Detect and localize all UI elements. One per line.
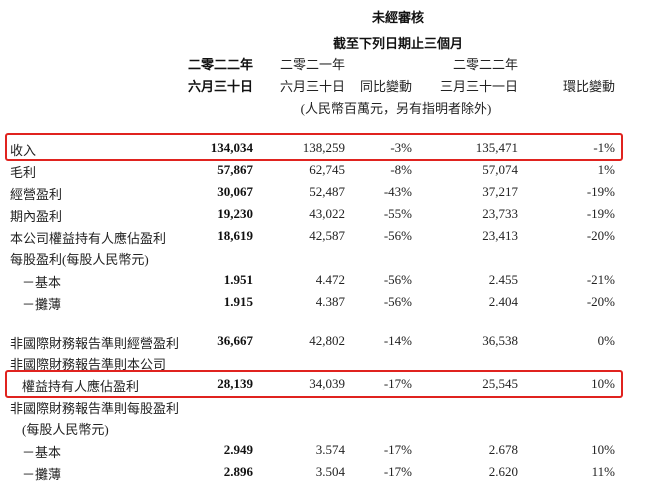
- cell-col1: 30,067: [217, 184, 253, 199]
- cell-col4: 2.620: [488, 464, 518, 479]
- cell-col1: 36,667: [217, 333, 253, 348]
- col2-year: 二零二一年: [279, 57, 345, 72]
- row-label: 本公司權益持有人應佔盈利: [10, 231, 167, 246]
- row-label: 期內盈利: [10, 209, 63, 224]
- cell-col4: 135,471: [475, 140, 518, 155]
- cell-col3: -55%: [383, 206, 412, 221]
- cell-col3: -8%: [390, 162, 412, 177]
- cell-col4: 23,413: [482, 228, 518, 243]
- table-row: 非國際財務報告準則經營盈利 36,667 42,802 -14% 36,538 0%: [0, 331, 650, 351]
- unit-note: (人民幣百萬元，另有指明者除外): [300, 101, 492, 116]
- cell-col5: 10%: [591, 442, 615, 457]
- cell-col2: 3.574: [315, 442, 345, 457]
- cell-col2: 42,587: [309, 228, 345, 243]
- cell-col5: 10%: [591, 376, 615, 391]
- table-row: 經營盈利 30,067 52,487 -43% 37,217 -19%: [0, 182, 650, 202]
- cell-col2: 43,022: [309, 206, 345, 221]
- cell-col3: -43%: [383, 184, 412, 199]
- cell-col5: 0%: [597, 333, 615, 348]
- table-row: 非國際財務報告準則每股盈利: [0, 396, 650, 416]
- cell-col2: 52,487: [309, 184, 345, 199]
- row-label: 收入: [10, 143, 37, 158]
- row-label: －攤薄: [22, 297, 62, 312]
- table-row: 期內盈利 19,230 43,022 -55% 23,733 -19%: [0, 204, 650, 224]
- cell-col4: 2.678: [488, 442, 518, 457]
- table-row: －基本 1.951 4.472 -56% 2.455 -21%: [0, 270, 650, 290]
- cell-col2: 34,039: [309, 376, 345, 391]
- cell-col2: 62,745: [309, 162, 345, 177]
- cell-col5: -19%: [586, 206, 615, 221]
- table-row: 本公司權益持有人應佔盈利 18,619 42,587 -56% 23,413 -20%: [0, 226, 650, 246]
- cell-col5: -1%: [593, 140, 615, 155]
- col3-date: 同比變動: [359, 79, 412, 94]
- row-label: 非國際財務報告準則本公司: [10, 357, 167, 372]
- cell-col5: -20%: [586, 294, 615, 309]
- cell-col5: 1%: [597, 162, 615, 177]
- cell-col2: 42,802: [309, 333, 345, 348]
- cell-col3: -56%: [383, 272, 412, 287]
- cell-col4: 36,538: [482, 333, 518, 348]
- table-row: －基本 2.949 3.574 -17% 2.678 10%: [0, 440, 650, 460]
- cell-col1: 2.896: [223, 464, 253, 479]
- cell-col1: 28,139: [217, 376, 253, 391]
- period-heading: 截至下列日期止三個月: [332, 36, 464, 51]
- cell-col3: -17%: [383, 376, 412, 391]
- table-row: 收入 134,034 138,259 -3% 135,471 -1%: [0, 138, 650, 158]
- cell-col1: 1.915: [223, 294, 253, 309]
- row-label: (每股人民幣元): [22, 422, 109, 437]
- col1-year: 二零二二年: [187, 57, 253, 72]
- row-label: 非國際財務報告準則每股盈利: [10, 401, 180, 416]
- table-row: －攤薄 2.896 3.504 -17% 2.620 11%: [0, 462, 650, 482]
- row-label: －攤薄: [22, 467, 62, 482]
- highlight-box-revenue: [5, 133, 623, 161]
- cell-col1: 2.949: [223, 442, 253, 457]
- col4-year: 二零二二年: [452, 57, 518, 72]
- cell-col1: 19,230: [217, 206, 253, 221]
- cell-col2: 4.472: [315, 272, 345, 287]
- cell-col4: 57,074: [482, 162, 518, 177]
- cell-col5: -21%: [586, 272, 615, 287]
- col5-date: 環比變動: [562, 79, 615, 94]
- row-label: 毛利: [10, 165, 37, 180]
- table-row: 每股盈利(每股人民幣元): [0, 247, 650, 267]
- cell-col4: 2.404: [488, 294, 518, 309]
- table-row: 權益持有人應佔盈利 28,139 34,039 -17% 25,545 10%: [0, 374, 650, 394]
- row-label: 每股盈利(每股人民幣元): [10, 252, 149, 267]
- row-label: －基本: [22, 275, 62, 290]
- cell-col3: -14%: [383, 333, 412, 348]
- cell-col5: -20%: [586, 228, 615, 243]
- col4-date: 三月三十一日: [439, 79, 518, 94]
- table-row: －攤薄 1.915 4.387 -56% 2.404 -20%: [0, 292, 650, 312]
- cell-col2: 138,259: [302, 140, 345, 155]
- cell-col4: 23,733: [482, 206, 518, 221]
- col2-date: 六月三十日: [279, 79, 345, 94]
- cell-col2: 4.387: [315, 294, 345, 309]
- row-label: －基本: [22, 445, 62, 460]
- table-row: (每股人民幣元): [0, 417, 650, 437]
- cell-col2: 3.504: [315, 464, 345, 479]
- table-row: 非國際財務報告準則本公司: [0, 352, 650, 372]
- cell-col4: 25,545: [482, 376, 518, 391]
- cell-col5: 11%: [591, 464, 615, 479]
- cell-col1: 57,867: [217, 162, 253, 177]
- cell-col4: 37,217: [482, 184, 518, 199]
- highlight-box-non-ifrs-profit: [5, 370, 623, 398]
- cell-col1: 134,034: [210, 140, 253, 155]
- cell-col3: -17%: [383, 464, 412, 479]
- col1-date: 六月三十日: [187, 79, 253, 94]
- row-label: 權益持有人應佔盈利: [22, 379, 140, 394]
- cell-col3: -56%: [383, 228, 412, 243]
- row-label: 經營盈利: [10, 187, 63, 202]
- cell-col3: -17%: [383, 442, 412, 457]
- row-label: 非國際財務報告準則經營盈利: [10, 336, 180, 351]
- cell-col3: -3%: [390, 140, 412, 155]
- cell-col5: -19%: [586, 184, 615, 199]
- cell-col4: 2.455: [488, 272, 518, 287]
- cell-col3: -56%: [383, 294, 412, 309]
- table-row: 毛利 57,867 62,745 -8% 57,074 1%: [0, 160, 650, 180]
- cell-col1: 1.951: [223, 272, 253, 287]
- unaudited-heading: 未經審核: [371, 10, 425, 25]
- cell-col1: 18,619: [217, 228, 253, 243]
